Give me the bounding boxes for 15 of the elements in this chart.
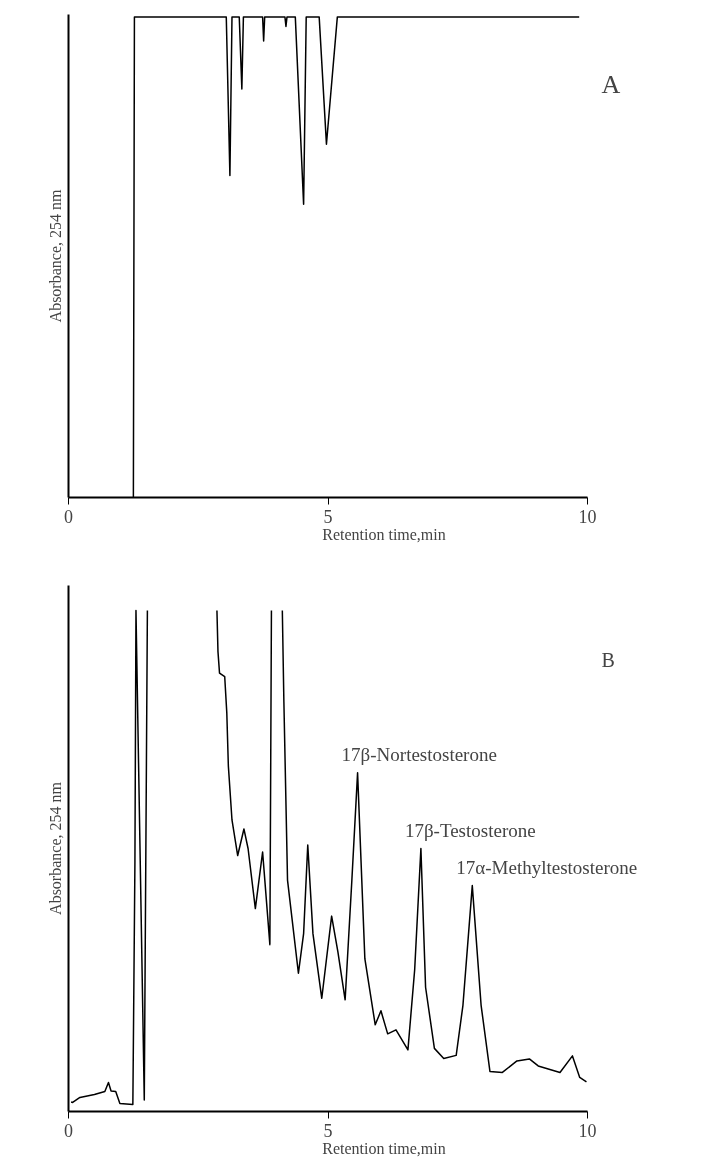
x-tick-label: 5 — [323, 1120, 333, 1141]
text: A — [601, 69, 621, 99]
x-axis-title: Retention time,min — [322, 525, 446, 543]
x-tick-label: 10 — [578, 1120, 597, 1141]
text: B — [601, 648, 615, 671]
x-axis-title: Retention time,min — [322, 1139, 446, 1157]
y-axis-title: Absorbance, 254 nm — [46, 781, 64, 915]
annotation: 17β-Nortestosterone — [341, 743, 497, 765]
x-tick-label: 5 — [323, 506, 333, 527]
x-tick-label: 10 — [578, 506, 597, 527]
x-tick-label: 0 — [64, 506, 73, 527]
annotation: 17α-Methyltestosterone — [456, 856, 638, 878]
x-tick-label: 0 — [64, 1120, 73, 1141]
annotation: 17β-Testosterone — [404, 819, 536, 841]
y-axis-title: Absorbance, 254 nm — [46, 189, 64, 323]
